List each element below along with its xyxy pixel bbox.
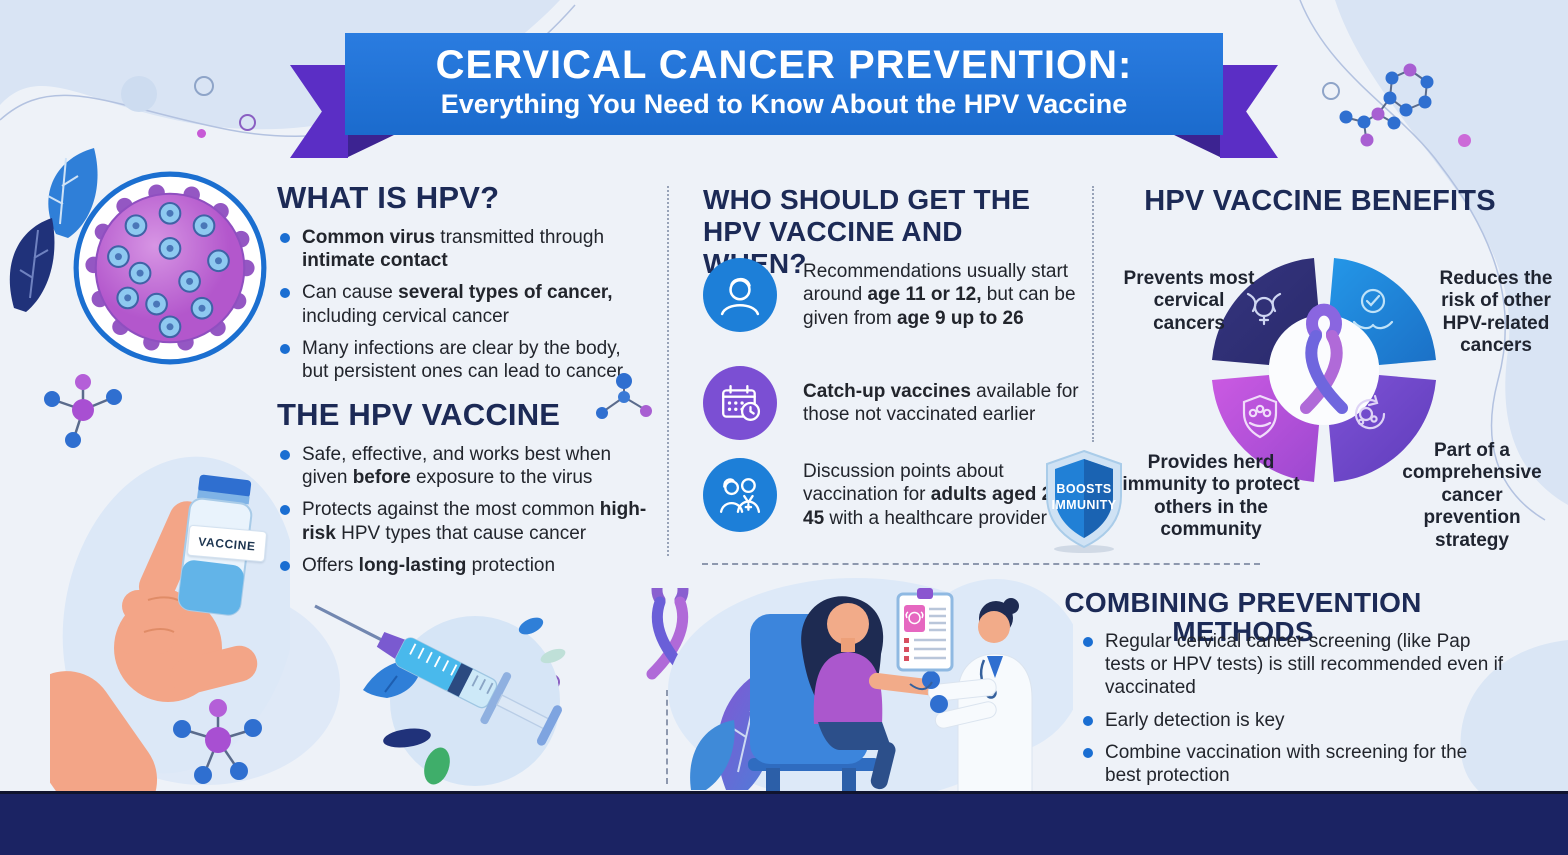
what-is-hpv-list: Common virus transmitted through intimat… <box>277 226 637 392</box>
molecule-icon <box>44 374 122 448</box>
bullet-icon <box>1083 637 1093 647</box>
column-divider <box>667 186 669 556</box>
page-title: CERVICAL CANCER PREVENTION: <box>435 43 1133 87</box>
bullet-icon <box>1083 715 1093 726</box>
who-item-catchup: Catch-up vaccines available for those no… <box>703 366 1083 440</box>
benefits-wheel <box>1212 258 1436 482</box>
molecule-icon <box>173 699 262 784</box>
bullet-icon <box>280 505 290 516</box>
benefit-label-prevents: Prevents most cervical cancers <box>1123 268 1255 334</box>
list-item-text: Regular cervical cancer screening (like … <box>1105 631 1504 699</box>
bullet-icon <box>1083 747 1093 758</box>
list-item: Early detection is key <box>1080 709 1504 732</box>
who-item-text: Recommendations usually start around age… <box>803 261 1076 329</box>
badge-line1: BOOSTS <box>1056 482 1112 496</box>
list-item-text: Safe, effective, and works best when giv… <box>302 444 612 489</box>
molecule-icon <box>596 373 652 419</box>
list-item-text: Common virus transmitted through intimat… <box>302 227 605 272</box>
list-item-text: Early detection is key <box>1105 709 1285 731</box>
hpv-vaccine-list: Safe, effective, and works best when giv… <box>277 443 655 586</box>
section-heading-combining: COMBINING PREVENTION METHODS <box>1064 587 1422 648</box>
bullet-icon <box>280 233 290 243</box>
benefit-label-reduces: Reduces the risk of other HPV-related ca… <box>1439 268 1553 357</box>
section-heading-benefits: HPV VACCINE BENEFITS <box>1144 185 1496 217</box>
section-heading-the-hpv-vaccine: THE HPV VACCINE <box>277 397 561 432</box>
benefit-label-herd-immunity: Provides herd immunity to protect others… <box>1122 452 1300 541</box>
section-heading-who-should-get: WHO SHOULD GET THE HPV VACCINE AND WHEN? <box>703 184 1031 279</box>
deco-dot-magenta <box>197 129 206 138</box>
bullet-icon <box>280 560 290 571</box>
uterus-icon <box>1246 292 1282 326</box>
section-divider <box>666 690 668 784</box>
list-item-text: Combine vaccination with screening for t… <box>1105 741 1468 786</box>
calendar-clock-icon <box>703 366 777 440</box>
adults-healthcare-icon <box>703 458 777 532</box>
list-item-text: Protects against the most common high-ri… <box>302 499 647 544</box>
doctor-patient-illustration <box>668 578 1073 793</box>
list-item: Offers long-lasting protection <box>277 554 655 577</box>
list-item-text: Can cause several types of cancer, inclu… <box>302 282 613 327</box>
combining-list: Regular cervical cancer screening (like … <box>1080 630 1504 796</box>
benefit-label-strategy: Part of a comprehensive cancer preventio… <box>1402 440 1542 551</box>
list-item: Protects against the most common high-ri… <box>277 498 655 544</box>
vaccine-vial-label-text: VACCINE <box>197 534 257 554</box>
molecule-icon <box>1339 63 1434 147</box>
list-item: Many infections are clear by the body, b… <box>277 337 637 383</box>
syringe-illustration <box>314 604 566 786</box>
leaves-illustration <box>9 148 98 312</box>
deco-dot-pink <box>1458 134 1471 147</box>
section-heading-what-is-hpv: WHAT IS HPV? <box>277 180 500 215</box>
hands-check-icon <box>1352 288 1394 330</box>
boosts-immunity-shield-icon <box>1046 449 1122 553</box>
title-banner: CERVICAL CANCER PREVENTION: Everything Y… <box>345 33 1223 135</box>
deco-circle-fill <box>121 76 157 112</box>
medical-chart-icon <box>896 588 954 672</box>
cycle-arrows-icon <box>1354 394 1386 430</box>
who-item-text: Catch-up vaccines available for those no… <box>803 380 1079 425</box>
list-item-text: Offers long-lasting protection <box>302 554 556 576</box>
badge-line2: IMMUNITY <box>1051 497 1117 512</box>
awareness-ribbon-icon <box>1300 303 1348 414</box>
list-item: Safe, effective, and works best when giv… <box>277 443 655 489</box>
boosts-immunity-badge: BOOSTS IMMUNITY <box>1038 482 1130 513</box>
child-icon <box>703 258 777 332</box>
hpv-virus-illustration <box>73 171 267 365</box>
list-item: Combine vaccination with screening for t… <box>1080 741 1504 787</box>
page-subtitle: Everything You Need to Know About the HP… <box>440 89 1128 119</box>
list-item: Regular cervical cancer screening (like … <box>1080 630 1504 700</box>
bullet-icon <box>280 288 290 299</box>
list-item-text: Many infections are clear by the body, b… <box>302 337 624 382</box>
section-divider <box>702 563 1260 565</box>
column-divider <box>1092 186 1094 442</box>
deco-circle-outline <box>1322 82 1340 100</box>
list-item: Can cause several types of cancer, inclu… <box>277 281 637 327</box>
deco-circle-outline <box>194 76 214 96</box>
bullet-icon <box>280 343 290 354</box>
who-item-age: Recommendations usually start around age… <box>703 258 1083 332</box>
bullet-icon <box>280 450 290 460</box>
list-item: Common virus transmitted through intimat… <box>277 226 637 272</box>
shield-community-icon <box>1242 394 1278 439</box>
footer-band <box>0 791 1568 855</box>
who-item-adults: Discussion points about vaccination for … <box>703 458 1093 532</box>
deco-circle-outline <box>239 114 256 131</box>
